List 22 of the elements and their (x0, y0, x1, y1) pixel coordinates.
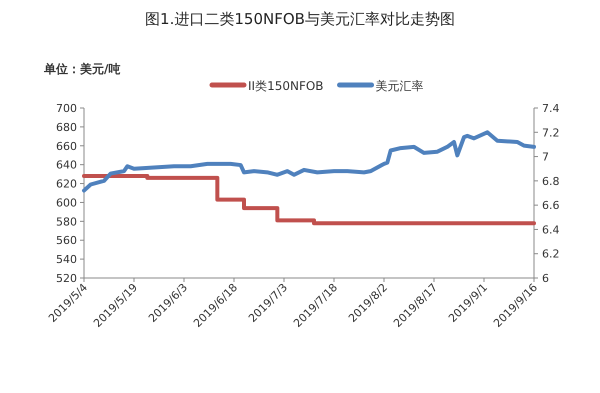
y2-tick-label: 6 (542, 272, 549, 285)
y-tick-label: 640 (56, 158, 77, 172)
y2-tick-label: 6.2 (542, 248, 560, 261)
legend-label: II类150NFOB (248, 79, 324, 93)
y-axis-title: 单位：美元/吨 (43, 62, 120, 76)
y2-tick-label: 7 (542, 150, 549, 164)
y-tick-label: 560 (56, 234, 77, 248)
y-tick-label: 660 (56, 140, 77, 153)
y2-tick-label: 6.8 (542, 174, 560, 188)
y2-tick-label: 7.2 (542, 126, 560, 140)
y-tick-label: 520 (56, 272, 77, 285)
y-tick-label: 620 (56, 178, 77, 191)
y-tick-label: 680 (56, 120, 77, 134)
y2-tick-label: 6.4 (542, 223, 560, 236)
chart-title: 图1.进口二类150NFOB与美元汇率对比走势图 (145, 10, 455, 28)
y-tick-label: 540 (56, 253, 77, 266)
y-tick-label: 600 (56, 196, 77, 210)
y2-tick-label: 6.6 (542, 199, 560, 212)
y-tick-label: 700 (56, 102, 77, 115)
y-tick-label: 580 (56, 215, 77, 228)
y2-tick-label: 7.4 (542, 102, 560, 115)
legend-label: 美元汇率 (376, 79, 424, 93)
